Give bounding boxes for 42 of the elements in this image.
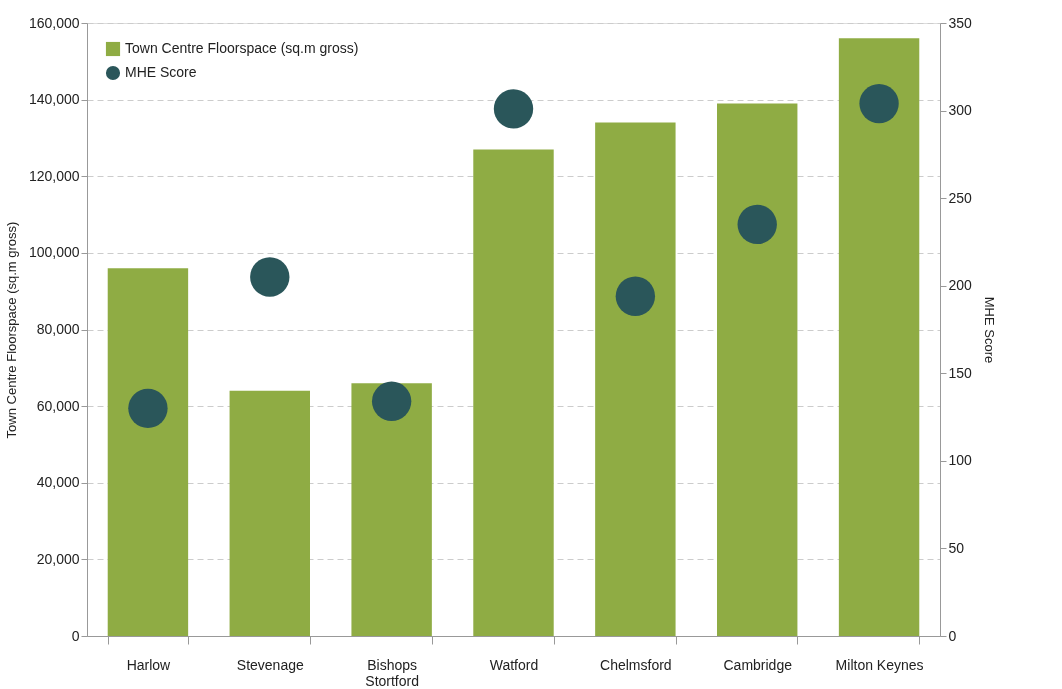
y2-tick-label: 0 xyxy=(948,627,957,644)
y-tick-label: 140,000 xyxy=(28,91,80,108)
y2-tick-label: 250 xyxy=(948,189,973,206)
point xyxy=(128,388,168,428)
x-tick-label: Milton Keynes xyxy=(835,656,924,673)
point xyxy=(250,257,290,297)
y-tick-label: 160,000 xyxy=(28,14,80,31)
legend-label: Town Centre Floorspace (sq.m gross) xyxy=(125,40,359,56)
bar xyxy=(351,383,432,636)
point xyxy=(371,381,412,421)
point xyxy=(859,83,899,124)
bar xyxy=(473,149,554,636)
y2-tick-label: 150 xyxy=(948,364,973,381)
y-tick-label: 40,000 xyxy=(36,474,80,491)
x-tick-label: Bishops Stortford xyxy=(365,656,419,689)
x-tick-label: Stevenage xyxy=(236,656,304,673)
point xyxy=(615,276,656,316)
y-tick-label: 60,000 xyxy=(36,397,80,414)
y-tick-label: 100,000 xyxy=(28,244,80,261)
y-axis-title: Town Centre Floorspace (sq.m gross) xyxy=(3,221,19,439)
y2-tick-label: 300 xyxy=(948,102,973,119)
y-tick-label: 80,000 xyxy=(36,321,80,337)
y2-tick-label: 200 xyxy=(948,277,973,294)
y-tick-label: 120,000 xyxy=(28,167,80,184)
legend-label: MHE Score xyxy=(125,64,197,80)
y2-tick-label: 350 xyxy=(948,14,973,31)
bar xyxy=(107,268,189,636)
x-tick-label: Watford xyxy=(489,656,539,673)
x-tick-label: Harlow xyxy=(126,656,172,673)
bar xyxy=(595,122,676,636)
point xyxy=(493,89,534,129)
y2-tick-label: 100 xyxy=(948,452,973,469)
bar xyxy=(229,390,310,636)
y2-tick-label: 50 xyxy=(948,539,965,556)
y-tick-label: 0 xyxy=(71,627,80,644)
y2-axis-title: MHE Score xyxy=(981,296,997,364)
x-tick-label: Chelmsford xyxy=(600,656,672,673)
bar xyxy=(838,38,920,636)
point xyxy=(737,204,777,245)
y-tick-label: 20,000 xyxy=(36,550,80,567)
bar xyxy=(717,103,798,636)
x-tick-label: Cambridge xyxy=(723,656,793,673)
